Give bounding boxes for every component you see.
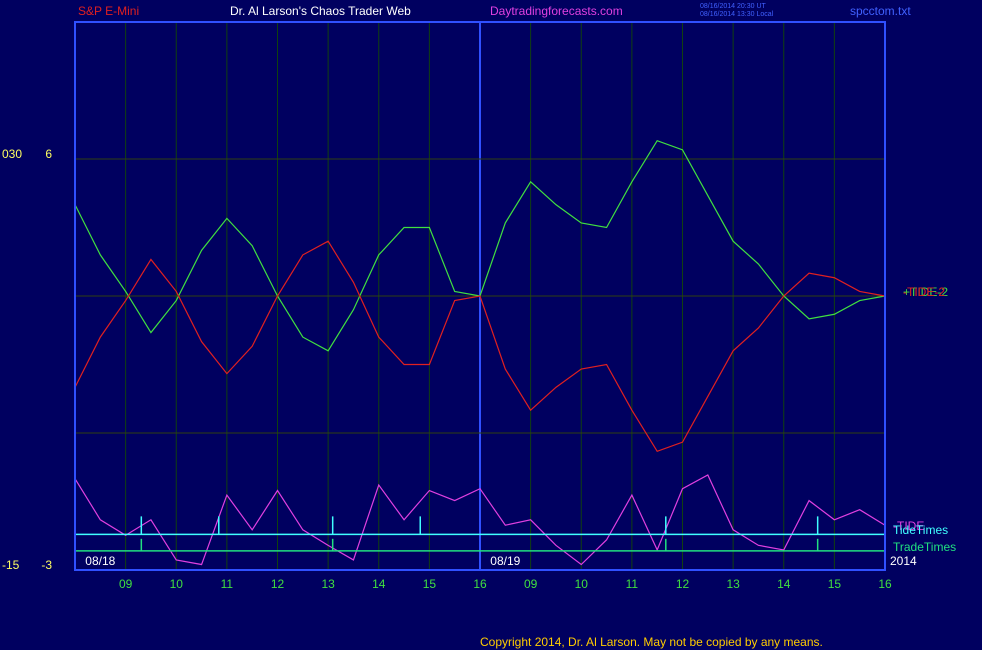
site-title: Dr. Al Larson's Chaos Trader Web [230, 4, 411, 18]
x-tick-label: 15 [828, 577, 842, 591]
x-tick-label: 11 [221, 577, 234, 591]
day-label: 08/18 [85, 554, 115, 568]
x-tick-label: 14 [372, 577, 386, 591]
x-tick-label: 12 [271, 577, 285, 591]
marker-label: TradeTimes [893, 540, 956, 554]
series-line [74, 240, 886, 452]
x-tick-label: 10 [170, 577, 184, 591]
file-name: spcctom.txt [850, 4, 911, 18]
series-label: -TIDE [893, 519, 924, 533]
x-tick-label: 14 [777, 577, 791, 591]
x-tick-label: 09 [524, 577, 538, 591]
x-tick-label: 13 [321, 577, 335, 591]
y2-tick-label: 030 [2, 147, 22, 161]
x-tick-label: 10 [575, 577, 589, 591]
day-label: 08/19 [490, 554, 520, 568]
x-tick-label: 16 [878, 577, 892, 591]
copyright: Copyright 2014, Dr. Al Larson. May not b… [480, 635, 823, 649]
x-tick-label: 09 [119, 577, 133, 591]
x-tick-label: 16 [473, 577, 487, 591]
marker-label: TideTimes [893, 523, 948, 537]
plot-frame [74, 21, 886, 571]
instrument: S&P E-Mini [78, 4, 139, 18]
series-line [74, 474, 886, 566]
y2-tick-label: -15 [2, 558, 20, 572]
x-tick-label: 12 [676, 577, 690, 591]
x-tick-label: 11 [626, 577, 639, 591]
y-tick-label: -3 [41, 558, 52, 572]
time-ut: 08/16/2014 20:30 UT [700, 3, 766, 10]
plot: 09 10 11 12 13 14 15 16 09 10 11 12 13 14 15 16 -3 6 -15 03… [2, 22, 956, 591]
x-tick-label: 15 [423, 577, 437, 591]
x-tick-label: 13 [726, 577, 740, 591]
series-label: -TIDE-2 [903, 285, 945, 299]
y-tick-label: 6 [45, 147, 52, 161]
series-label: +TIDE-2 [903, 285, 948, 299]
url: Daytradingforecasts.com [490, 4, 623, 18]
time-local: 08/16/2014 13:30 Local [700, 11, 774, 18]
year-label: 2014 [890, 554, 917, 568]
